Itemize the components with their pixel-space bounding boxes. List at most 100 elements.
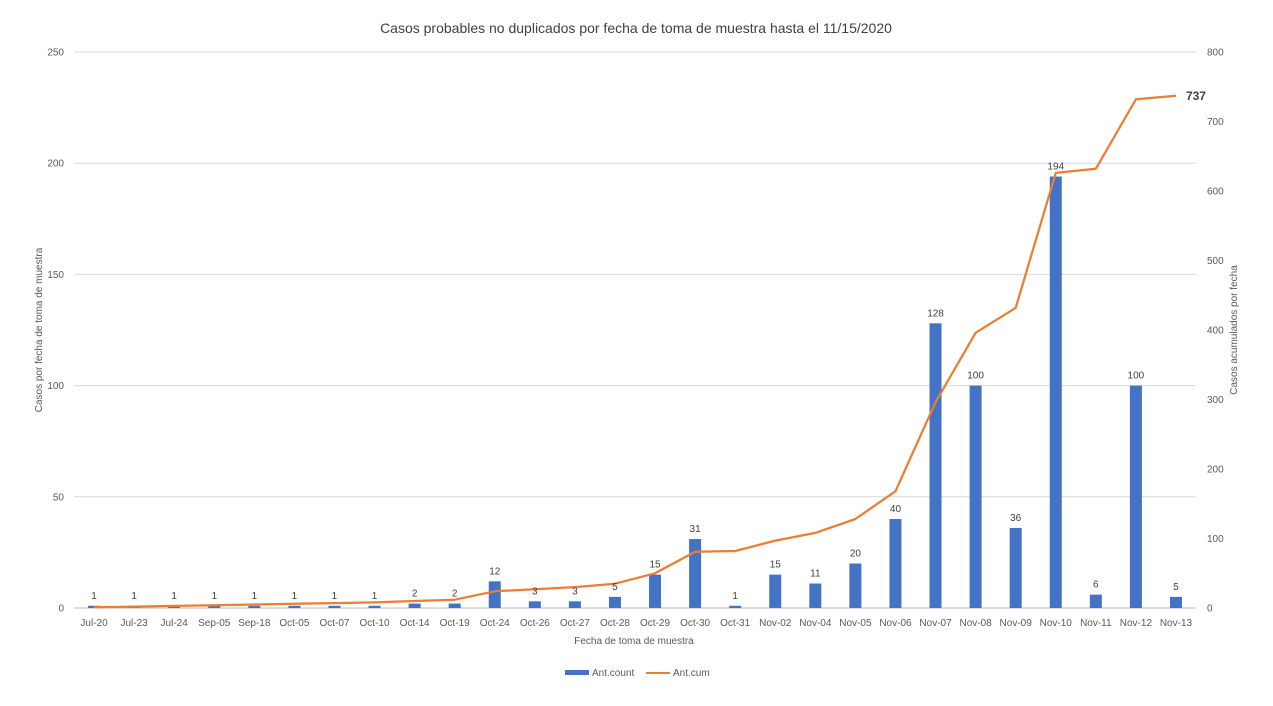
- bar-data-label: 1: [372, 591, 378, 602]
- bar: [1169, 596, 1182, 608]
- bar-series: [88, 176, 1182, 608]
- bar: [1129, 385, 1142, 608]
- x-tick-label: Nov-09: [1000, 618, 1033, 629]
- bar-data-label: 1: [252, 591, 258, 602]
- bar-data-label: 5: [612, 582, 618, 593]
- bar-data-label: 1: [732, 591, 738, 602]
- y2-tick-label: 200: [1207, 465, 1224, 476]
- bar: [448, 603, 461, 608]
- bar: [849, 563, 862, 608]
- bar: [328, 605, 341, 608]
- tick-labels: 0 50 100 150 200 250 0 100 200 300 400 500 600 700 800…: [47, 48, 1224, 630]
- y-tick-label: 0: [58, 604, 64, 615]
- x-tick-label: Nov-02: [759, 618, 792, 629]
- y-tick-label: 200: [47, 159, 64, 170]
- legend: Ant.count Ant.cum: [565, 668, 710, 679]
- x-tick-label: Oct-19: [440, 618, 470, 629]
- y2-tick-label: 600: [1207, 187, 1224, 198]
- x-tick-label: Jul-20: [80, 618, 108, 629]
- x-tick-label: Nov-13: [1160, 618, 1193, 629]
- bar: [608, 596, 621, 608]
- bar: [248, 605, 261, 608]
- x-tick-label: Oct-26: [520, 618, 550, 629]
- cumulative-line: [93, 94, 1177, 609]
- bar-data-label: 15: [649, 560, 661, 571]
- y2-tick-label: 0: [1207, 604, 1213, 615]
- x-tick-label: Nov-04: [799, 618, 832, 629]
- bar-data-label: 31: [690, 524, 702, 535]
- x-tick-label: Nov-07: [919, 618, 952, 629]
- bar: [729, 605, 742, 608]
- y2-axis-title: Casos acumulados por fecha: [1229, 265, 1240, 395]
- bar-data-label: 40: [890, 504, 902, 515]
- bar-data-label: 3: [532, 586, 538, 597]
- bar-data-label: 11: [810, 569, 821, 580]
- bar-data-label: 3: [572, 586, 578, 597]
- bar-data-label: 15: [770, 560, 782, 571]
- bar: [769, 574, 782, 608]
- bar: [1009, 527, 1022, 608]
- bar-data-label: 1: [332, 591, 338, 602]
- bar: [809, 583, 822, 608]
- bar: [969, 385, 982, 608]
- gridlines: [74, 51, 1196, 609]
- bar: [1089, 594, 1102, 608]
- x-tick-label: Nov-06: [879, 618, 912, 629]
- bar-data-label: 20: [850, 549, 862, 560]
- x-tick-label: Sep-05: [198, 618, 231, 629]
- chart-title: Casos probables no duplicados por fecha …: [380, 20, 892, 36]
- y2-tick-label: 700: [1207, 117, 1224, 128]
- bar-data-label: 128: [927, 308, 944, 319]
- x-tick-label: Sep-18: [238, 618, 271, 629]
- bar: [528, 601, 541, 608]
- y-tick-label: 150: [47, 270, 64, 281]
- bar-data-label: 1: [292, 591, 298, 602]
- x-tick-label: Jul-23: [120, 618, 148, 629]
- x-tick-label: Oct-24: [480, 618, 510, 629]
- bar-data-label: 100: [1128, 371, 1145, 382]
- bar-data-label: 36: [1010, 513, 1022, 524]
- bar: [568, 601, 581, 608]
- x-tick-label: Oct-14: [400, 618, 430, 629]
- bar-data-label: 2: [412, 589, 418, 600]
- y2-tick-label: 800: [1207, 48, 1224, 59]
- bar: [889, 519, 902, 608]
- bar-data-label: 12: [489, 566, 501, 577]
- x-tick-label: Oct-05: [279, 618, 309, 629]
- legend-label-bar: Ant.count: [592, 668, 634, 679]
- bar: [1049, 176, 1062, 608]
- bar-data-label: 100: [967, 371, 984, 382]
- x-tick-label: Oct-27: [560, 618, 590, 629]
- y-tick-label: 100: [47, 381, 64, 392]
- x-tick-label: Nov-05: [839, 618, 872, 629]
- bar-data-label: 1: [211, 591, 217, 602]
- bar-data-label: 5: [1173, 582, 1179, 593]
- bar-data-label: 1: [171, 591, 177, 602]
- bar-data-label: 194: [1047, 162, 1064, 173]
- bar-data-label: 1: [131, 591, 137, 602]
- legend-swatch-bar: [565, 670, 589, 675]
- x-tick-label: Oct-29: [640, 618, 670, 629]
- bar-data-label: 6: [1093, 580, 1099, 591]
- bar: [408, 603, 421, 608]
- bar: [689, 539, 702, 608]
- x-axis-title: Fecha de toma de muestra: [574, 636, 694, 647]
- bar: [368, 605, 381, 608]
- bar-data-label: 1: [91, 591, 97, 602]
- x-tick-label: Oct-30: [680, 618, 710, 629]
- bar: [649, 574, 662, 608]
- y2-tick-label: 100: [1207, 534, 1224, 545]
- x-tick-label: Nov-12: [1120, 618, 1153, 629]
- x-tick-label: Nov-10: [1040, 618, 1073, 629]
- y2-tick-label: 400: [1207, 326, 1224, 337]
- x-tick-label: Jul-24: [161, 618, 189, 629]
- bar: [288, 605, 301, 608]
- bar-data-label: 2: [452, 589, 458, 600]
- line-end-label: 737: [1186, 89, 1206, 103]
- y2-tick-label: 500: [1207, 256, 1224, 267]
- bar: [929, 323, 942, 608]
- x-tick-label: Nov-08: [959, 618, 992, 629]
